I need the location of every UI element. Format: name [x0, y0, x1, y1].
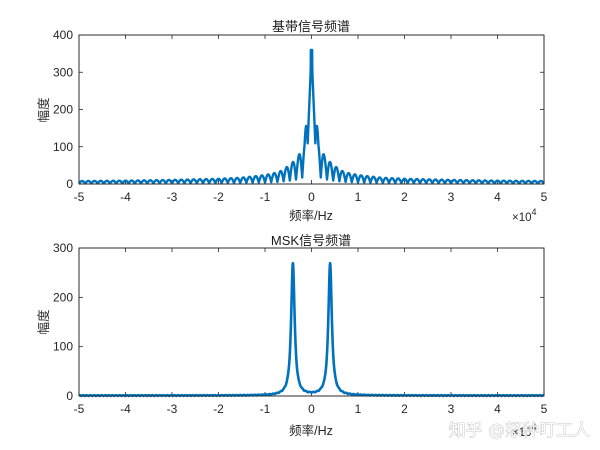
x-axis-label: 频率/Hz: [289, 423, 333, 438]
y-tick-label: 0: [66, 389, 73, 403]
x-axis-label: 频率/Hz: [289, 208, 333, 223]
x-tick-label: -1: [260, 190, 271, 204]
x-tick-label: -4: [120, 402, 131, 416]
plot-frame-overlay: [78, 34, 545, 185]
x-tick-label: -3: [167, 190, 178, 204]
baseband-spectrum-panel: 基带信号频谱 幅度 频率/Hz ×104 -5 -4 -3 -2 -1 0 1 2 3 4 5 0 10…: [36, 20, 548, 224]
x-tick-label: -5: [74, 190, 85, 204]
y-tick-label: 400: [53, 28, 73, 42]
chart-title: 基带信号频谱: [272, 20, 350, 35]
chart-title: MSK信号频谱: [271, 233, 351, 249]
y-tick-label: 300: [53, 241, 73, 255]
msk-spectrum-panel: MSK信号频谱 幅度 频率/Hz ×104 -5 -4 -3 -2 -1 0 1 2 3 4 5 0 1…: [36, 233, 548, 439]
x-tick-label: -1: [260, 402, 271, 416]
x-tick-label: 4: [494, 190, 501, 204]
msk-series-line: [77, 261, 546, 398]
y-tick-label: 100: [53, 340, 73, 354]
x-tick-label: -3: [167, 402, 178, 416]
spectrum-series-line: [77, 48, 546, 185]
x-tick-label: 3: [448, 190, 455, 204]
x-tick-label: 5: [541, 402, 548, 416]
x-tick-label: 3: [448, 402, 455, 416]
x-tick-label: 2: [401, 402, 408, 416]
x-tick-label: 1: [355, 402, 362, 416]
x-tick-label: -4: [120, 190, 131, 204]
x-tick-label: -2: [213, 190, 224, 204]
x-tick-label: 5: [541, 190, 548, 204]
x-tick-label: 2: [401, 190, 408, 204]
watermark-text: 知乎 @怒种叮工人: [449, 421, 590, 441]
x-tick-label: 0: [308, 190, 315, 204]
y-tick-label: 300: [53, 65, 73, 79]
y-tick-label: 200: [53, 290, 73, 304]
y-tick-label: 0: [66, 177, 73, 191]
x-tick-label: -2: [213, 402, 224, 416]
y-axis-label: 幅度: [36, 97, 51, 123]
x-axis-exponent: ×104: [512, 207, 537, 224]
x-tick-label: 0: [308, 402, 315, 416]
y-axis-label: 幅度: [36, 309, 51, 335]
y-tick-label: 200: [53, 103, 73, 117]
x-tick-label: 1: [355, 190, 362, 204]
plot-frame-overlay: [78, 247, 545, 397]
x-tick-label: 4: [494, 402, 501, 416]
x-axis-exponent: ×104: [512, 422, 537, 439]
y-tick-label: 100: [53, 140, 73, 154]
x-tick-label: -5: [74, 402, 85, 416]
